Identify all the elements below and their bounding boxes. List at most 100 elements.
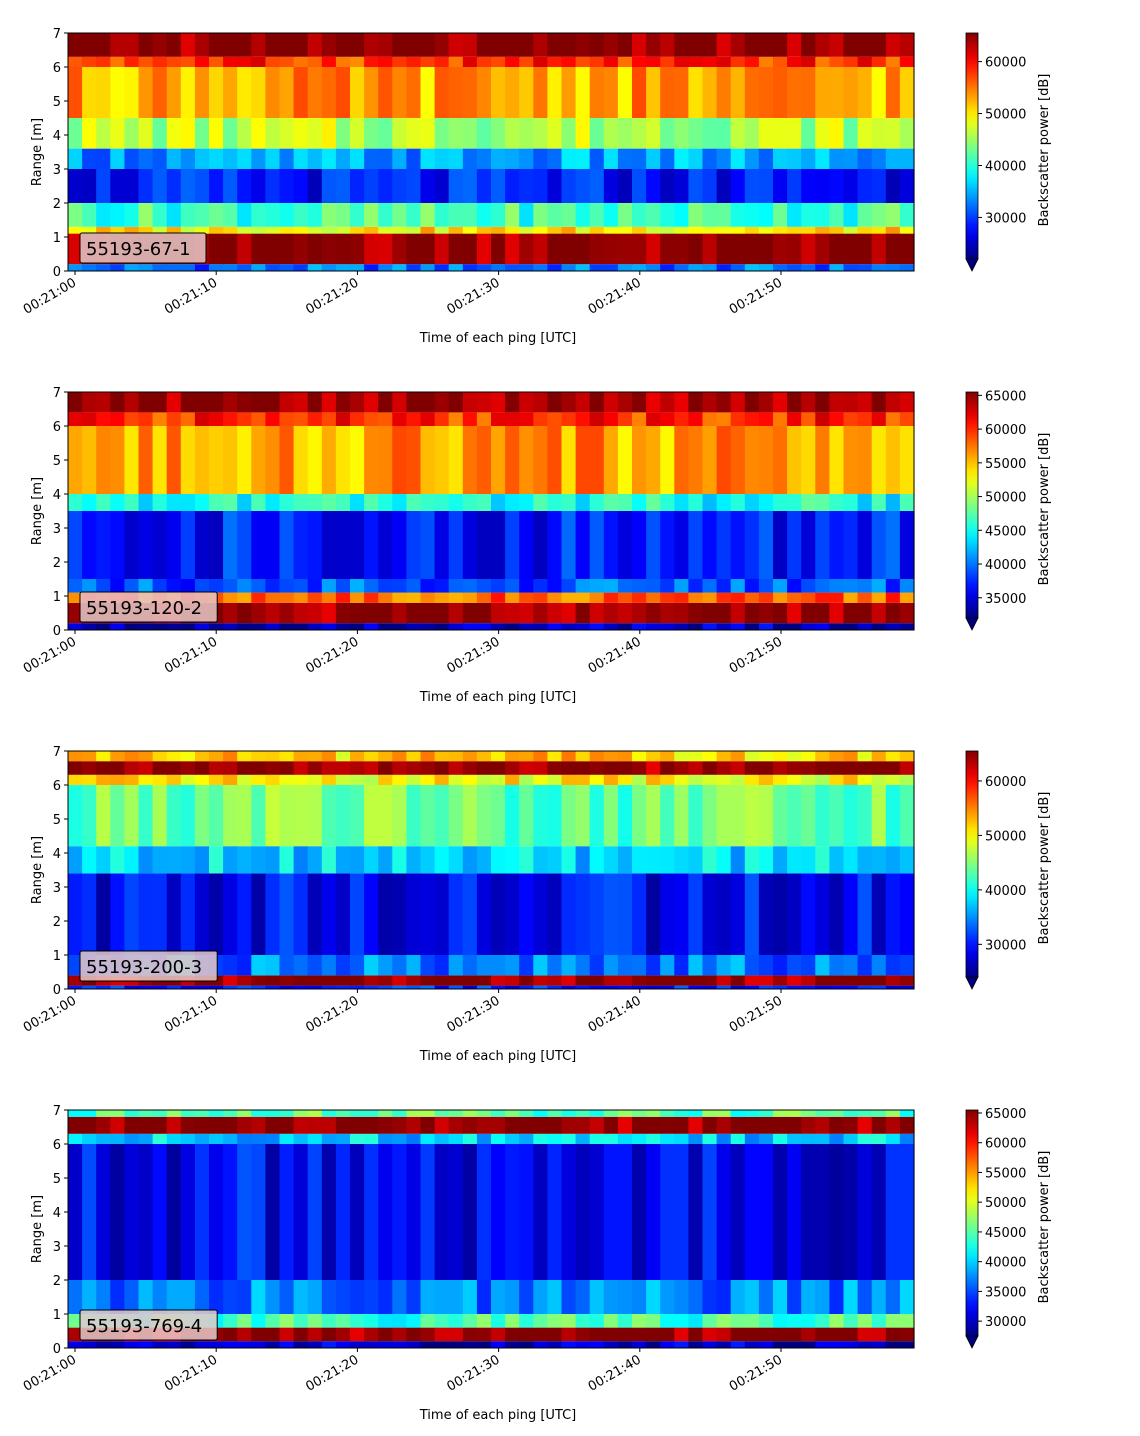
- heat-cell: [871, 592, 887, 603]
- heat-cell: [730, 846, 746, 874]
- heat-cell: [293, 169, 309, 203]
- heat-cell: [730, 1110, 746, 1117]
- heat-cell: [209, 412, 224, 426]
- heat-cell: [871, 1314, 887, 1328]
- heat-cell: [632, 1116, 647, 1134]
- heat-cell: [82, 1110, 97, 1117]
- heat-cell: [773, 494, 788, 511]
- heat-cell: [561, 751, 577, 762]
- heat-cell: [68, 751, 83, 762]
- heat-cell: [561, 985, 577, 989]
- heat-cell: [829, 67, 845, 118]
- heat-cell: [632, 975, 647, 986]
- heat-cell: [448, 426, 464, 494]
- heat-cell: [519, 1314, 534, 1328]
- heat-cell: [180, 264, 196, 271]
- heat-cell: [96, 67, 111, 118]
- panel-label-text: 55193-120-2: [86, 598, 202, 619]
- heat-cell: [321, 1144, 337, 1280]
- heat-cell: [801, 579, 816, 593]
- heat-cell: [321, 1116, 337, 1134]
- heat-cell: [688, 1314, 704, 1328]
- heat-cell: [646, 975, 661, 986]
- heat-cell: [801, 975, 816, 986]
- heat-cell: [279, 1144, 295, 1280]
- heat-cell: [279, 1314, 295, 1328]
- heat-cell: [674, 955, 689, 976]
- heat-cell: [519, 1327, 534, 1342]
- heat-cell: [646, 169, 661, 203]
- heat-cell: [335, 1314, 351, 1328]
- heat-cell: [364, 985, 379, 989]
- heat-cell: [378, 67, 393, 118]
- heat-cell: [603, 56, 619, 67]
- heat-cell: [180, 1116, 196, 1134]
- heat-cell: [871, 511, 887, 579]
- heat-cell: [124, 774, 140, 785]
- heat-cell: [773, 56, 788, 67]
- heat-cell: [476, 1133, 492, 1144]
- heat-cell: [293, 579, 309, 593]
- heat-cell: [899, 873, 915, 955]
- heat-cell: [688, 873, 704, 955]
- heat-cell: [773, 975, 788, 986]
- heat-cell: [82, 623, 97, 630]
- heat-cell: [730, 203, 746, 227]
- heat-cell: [68, 118, 83, 149]
- x-tick-label: 00:21:30: [445, 993, 503, 1035]
- heat-cell: [335, 1341, 351, 1348]
- heat-cell: [209, 1116, 224, 1134]
- heat-cell: [533, 33, 548, 57]
- heat-cell: [307, 1110, 323, 1117]
- heat-cell: [716, 1280, 732, 1314]
- heat-cell: [744, 233, 760, 265]
- heat-cell: [335, 774, 351, 785]
- heat-cell: [885, 1280, 901, 1314]
- heat-cell: [716, 761, 732, 775]
- heat-cell: [857, 761, 873, 775]
- heat-cell: [702, 1116, 718, 1134]
- heat-cell: [378, 602, 393, 624]
- heat-cell: [406, 67, 422, 118]
- heat-cell: [462, 761, 478, 775]
- heat-cell: [166, 118, 182, 149]
- heat-cell: [603, 148, 619, 169]
- heat-cell: [575, 623, 591, 630]
- heat-cell: [801, 592, 816, 603]
- heat-cell: [744, 33, 760, 57]
- heat-cell: [350, 33, 365, 57]
- heat-cell: [138, 392, 154, 413]
- heat-cell: [899, 118, 915, 149]
- colorbar-gradient: [965, 391, 979, 619]
- heat-cell: [871, 169, 887, 203]
- heat-cell: [660, 873, 675, 955]
- colorbar-tick-label: 45000: [985, 524, 1026, 539]
- heat-cell: [758, 392, 774, 413]
- heat-cell: [265, 1133, 281, 1144]
- heat-cell: [843, 846, 859, 874]
- heat-cell: [110, 392, 125, 413]
- heat-cell: [180, 873, 196, 955]
- heat-cell: [857, 592, 873, 603]
- heat-cell: [491, 751, 506, 762]
- heat-cell: [702, 602, 718, 624]
- heat-cell: [293, 1133, 309, 1144]
- heat-cell: [632, 264, 647, 271]
- heat-cell: [589, 1116, 605, 1134]
- heat-cell: [744, 392, 760, 413]
- heat-cell: [829, 1110, 845, 1117]
- heat-cell: [462, 955, 478, 976]
- heat-cell: [801, 226, 816, 234]
- plot-frame: [67, 750, 915, 990]
- heat-cell: [843, 1327, 859, 1342]
- heat-cell: [279, 985, 295, 989]
- heat-cell: [829, 751, 845, 762]
- colorbar-tick-label: 35000: [985, 592, 1026, 607]
- heat-cell: [209, 203, 224, 227]
- heat-cell: [857, 1133, 873, 1144]
- heat-cell: [716, 426, 732, 494]
- heat-cell: [773, 67, 788, 118]
- heat-cell: [392, 1314, 407, 1328]
- heat-cell: [223, 602, 238, 624]
- heat-cell: [885, 412, 901, 426]
